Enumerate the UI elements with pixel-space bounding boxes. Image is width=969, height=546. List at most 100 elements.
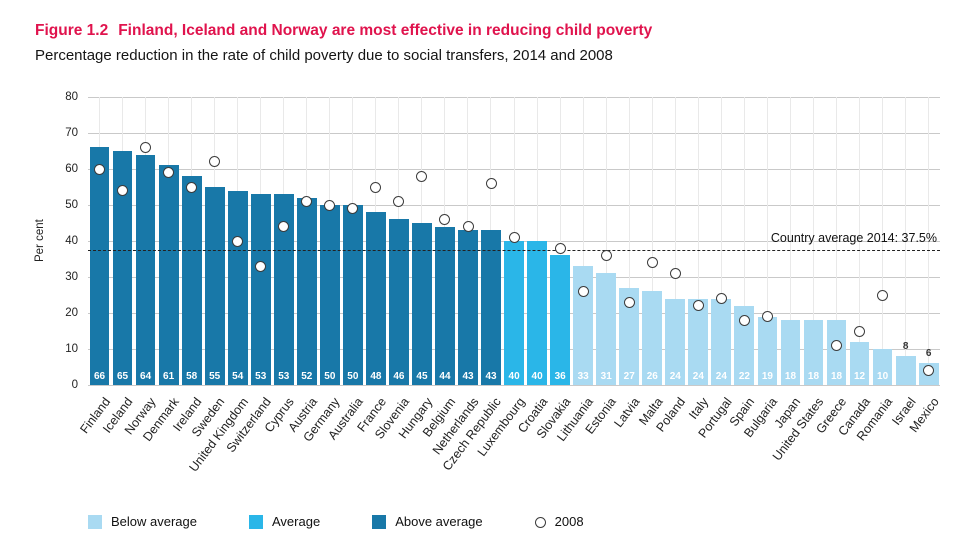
bar-slot: 40 — [526, 97, 549, 385]
figure-title: Figure 1.2 Finland, Iceland and Norway ar… — [35, 22, 652, 40]
bar-value-label: 24 — [715, 371, 727, 382]
bar-value-label: 24 — [692, 371, 704, 382]
bar-value-label: 24 — [669, 371, 681, 382]
bar — [458, 230, 478, 385]
bar — [365, 212, 386, 385]
bar-slot: 31 — [595, 97, 618, 385]
bar-value-label: 40 — [531, 371, 543, 382]
marker-2008 — [416, 170, 428, 182]
y-axis-ticks: 0 10 20 30 40 50 60 70 80 — [48, 91, 82, 391]
bar — [319, 205, 340, 385]
bar-slot: 24 — [710, 97, 733, 385]
marker-2008 — [278, 221, 290, 233]
bar-value-label: 43 — [485, 371, 497, 382]
marker-2008 — [738, 314, 750, 326]
bar-value-label: 50 — [347, 371, 359, 382]
bar-value-label: 31 — [600, 371, 612, 382]
bar-value-label: 64 — [140, 371, 152, 382]
bar — [181, 176, 202, 385]
bar-slot: 58 — [180, 97, 203, 385]
bar-slot: 55 — [203, 97, 226, 385]
bar — [872, 349, 893, 385]
bar — [389, 219, 409, 385]
bar-slot: 8 — [894, 97, 917, 385]
y-tick-label: 50 — [65, 199, 78, 211]
v-gridline — [720, 97, 722, 385]
bar — [688, 298, 709, 385]
v-gridline — [651, 97, 653, 385]
bars-layer: 66 65 64 61 58 55 54 53 53 52 50 50 48 46 45 44 43 43 40 40… — [88, 97, 940, 385]
bar-slot: 12 — [848, 97, 871, 385]
bar-slot: 65 — [111, 97, 134, 385]
bar-slot: 24 — [687, 97, 710, 385]
figure-label: Figure 1.2 — [35, 22, 109, 39]
marker-2008 — [255, 260, 267, 272]
bar-slot: 40 — [503, 97, 526, 385]
marker-2008 — [209, 156, 221, 168]
marker-2008 — [163, 167, 175, 179]
bar-value-label: 65 — [116, 371, 129, 382]
marker-2008 — [508, 231, 520, 243]
bar-slot: 33 — [572, 97, 595, 385]
v-gridline — [743, 97, 745, 385]
bar — [412, 223, 432, 385]
legend-label: Below average — [111, 514, 197, 529]
bar — [895, 356, 916, 385]
bar-slot: 50 — [318, 97, 341, 385]
bar-slot: 45 — [410, 97, 433, 385]
legend-label: Average — [272, 514, 321, 529]
marker-2008 — [94, 163, 106, 175]
v-gridline — [628, 97, 630, 385]
marker-2008 — [117, 185, 129, 197]
bar-slot: 64 — [134, 97, 157, 385]
bar-value-label: 45 — [416, 371, 428, 382]
v-gridline — [858, 97, 860, 385]
bar-slot: 52 — [295, 97, 318, 385]
bar-value-label: 19 — [761, 371, 773, 382]
bar-slot: 19 — [756, 97, 779, 385]
bar-value-label: 43 — [462, 371, 474, 382]
h-gridline — [88, 384, 940, 386]
bar-slot: 53 — [249, 97, 272, 385]
marker-2008 — [854, 325, 866, 337]
bar-value-label: 26 — [646, 371, 658, 382]
bar — [227, 190, 248, 385]
bar-value-label: 58 — [186, 371, 198, 382]
v-gridline — [812, 97, 814, 385]
bar — [342, 205, 363, 385]
marker-2008 — [923, 365, 935, 377]
legend-item: Average — [249, 515, 320, 529]
bar-value-label: 40 — [508, 371, 520, 382]
bar-value-label: 53 — [278, 371, 290, 382]
legend-2008-circle-icon — [534, 516, 546, 528]
bar-value-label: 61 — [163, 371, 175, 382]
bar-slot: 24 — [664, 97, 687, 385]
bar — [296, 197, 317, 385]
marker-2008 — [646, 257, 658, 269]
marker-2008 — [623, 296, 635, 308]
bar-value-label: 22 — [738, 371, 750, 382]
bar-slot: 6 — [917, 97, 940, 385]
bar — [112, 151, 133, 385]
bar-slot: 43 — [480, 97, 503, 385]
bar — [550, 255, 571, 385]
bar-slot: 43 — [457, 97, 480, 385]
bar — [757, 316, 778, 385]
marker-2008 — [140, 141, 152, 153]
y-tick-label: 80 — [65, 91, 78, 103]
bar-value-label: 6 — [925, 348, 932, 360]
bar-value-label: 36 — [554, 371, 566, 382]
y-tick-label: 40 — [65, 235, 78, 247]
plot-area: 66 65 64 61 58 55 54 53 53 52 50 50 48 46 45 44 43 43 40 40… — [88, 96, 940, 386]
bar — [573, 266, 594, 385]
v-gridline — [927, 97, 929, 385]
marker-2008 — [669, 267, 681, 279]
bar — [619, 287, 640, 385]
v-gridline — [835, 97, 837, 385]
legend-label: Above average — [395, 514, 483, 529]
bar-value-label: 54 — [232, 371, 244, 382]
bar-value-label: 8 — [902, 341, 909, 353]
bar — [204, 187, 225, 385]
bar-slot: 46 — [387, 97, 410, 385]
